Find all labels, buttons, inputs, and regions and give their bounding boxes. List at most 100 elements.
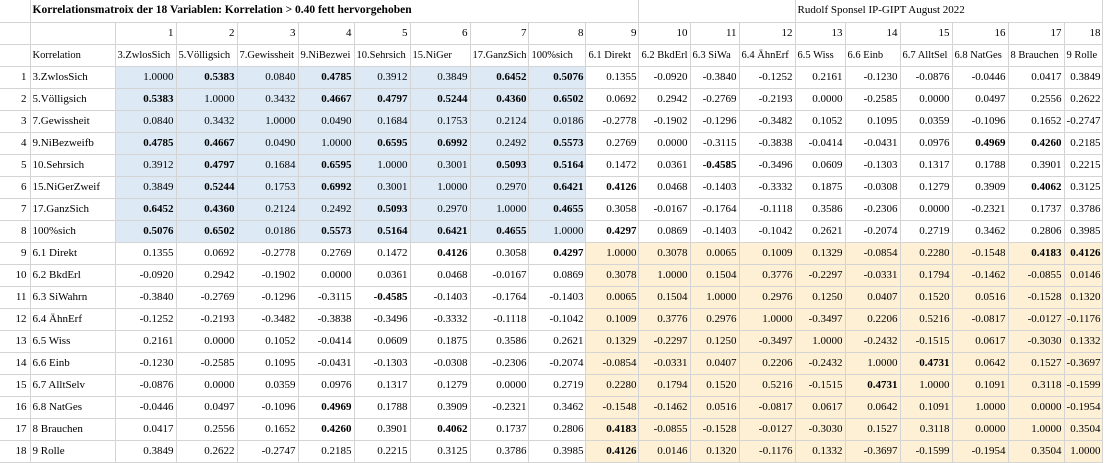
row-label[interactable]: 6.5 Wiss <box>30 330 116 353</box>
column-number[interactable]: 5 <box>354 22 411 45</box>
row-number[interactable]: 6 <box>0 176 31 199</box>
matrix-cell[interactable]: -0.3496 <box>354 308 411 331</box>
row-label[interactable]: 9.NiBezweifb <box>30 132 116 155</box>
column-header[interactable]: 10.Sehrsich <box>354 44 411 67</box>
column-number[interactable]: 13 <box>795 22 846 45</box>
matrix-cell[interactable]: 0.4667 <box>298 88 355 111</box>
matrix-cell[interactable]: 0.0065 <box>585 286 640 309</box>
matrix-cell[interactable]: 0.2976 <box>690 308 740 331</box>
matrix-cell[interactable]: 0.2124 <box>470 110 530 133</box>
matrix-cell[interactable]: 0.5216 <box>739 374 796 397</box>
matrix-cell[interactable]: -0.0855 <box>638 418 691 441</box>
matrix-cell[interactable]: 0.4260 <box>298 418 355 441</box>
column-number[interactable]: 6 <box>410 22 471 45</box>
row-label[interactable]: 6.8 NatGes <box>30 396 116 419</box>
matrix-cell[interactable]: -0.1403 <box>690 220 740 243</box>
matrix-cell[interactable]: -0.3840 <box>115 286 177 309</box>
matrix-cell[interactable]: 0.2215 <box>354 440 411 463</box>
matrix-cell[interactable]: 0.2719 <box>528 374 587 397</box>
matrix-cell[interactable]: 0.4062 <box>410 418 471 441</box>
matrix-cell[interactable]: -0.1515 <box>900 330 953 353</box>
matrix-cell[interactable]: 0.2206 <box>739 352 796 375</box>
matrix-cell[interactable]: 1.0000 <box>585 242 640 265</box>
column-header[interactable]: 9.NiBezwei <box>298 44 355 67</box>
matrix-cell[interactable]: 1.0000 <box>739 308 796 331</box>
matrix-cell[interactable]: 0.3058 <box>585 198 640 221</box>
matrix-cell[interactable]: 0.5573 <box>298 220 355 243</box>
column-number[interactable]: 17 <box>1008 22 1065 45</box>
matrix-cell[interactable]: 0.3901 <box>1008 154 1065 177</box>
matrix-cell[interactable]: 0.4969 <box>298 396 355 419</box>
matrix-cell[interactable]: 0.2556 <box>176 418 238 441</box>
matrix-cell[interactable]: 0.2161 <box>795 66 846 89</box>
matrix-cell[interactable]: 0.5383 <box>115 88 177 111</box>
matrix-cell[interactable]: 0.4126 <box>585 440 640 463</box>
matrix-cell[interactable]: 0.2124 <box>237 198 299 221</box>
matrix-cell[interactable]: 0.3985 <box>528 440 587 463</box>
matrix-cell[interactable]: -0.0446 <box>115 396 177 419</box>
matrix-cell[interactable]: 0.4062 <box>1008 176 1065 199</box>
matrix-cell[interactable]: 0.2185 <box>298 440 355 463</box>
matrix-cell[interactable]: 0.1009 <box>585 308 640 331</box>
matrix-cell[interactable]: 0.0407 <box>845 286 901 309</box>
matrix-cell[interactable]: 0.1520 <box>690 374 740 397</box>
matrix-cell[interactable]: -0.1252 <box>115 308 177 331</box>
matrix-cell[interactable]: -0.3115 <box>298 286 355 309</box>
row-label[interactable]: 6.4 ÄhnErf <box>30 308 116 331</box>
matrix-cell[interactable]: 0.1504 <box>690 264 740 287</box>
matrix-cell[interactable]: 0.2185 <box>1064 132 1104 155</box>
column-header[interactable]: 100%sich <box>528 44 587 67</box>
matrix-cell[interactable]: 0.0361 <box>638 154 691 177</box>
matrix-cell[interactable]: -0.1042 <box>528 308 587 331</box>
matrix-cell[interactable]: 0.3462 <box>528 396 587 419</box>
matrix-cell[interactable]: -0.3840 <box>690 66 740 89</box>
empty-cell[interactable] <box>30 22 116 45</box>
matrix-cell[interactable]: 0.6421 <box>410 220 471 243</box>
matrix-cell[interactable]: -0.1548 <box>585 396 640 419</box>
matrix-cell[interactable]: 0.3786 <box>1064 198 1104 221</box>
matrix-cell[interactable]: 1.0000 <box>410 176 471 199</box>
matrix-cell[interactable]: 0.0692 <box>176 242 238 265</box>
matrix-cell[interactable]: 0.1788 <box>354 396 411 419</box>
matrix-cell[interactable]: 0.4260 <box>1008 132 1065 155</box>
matrix-cell[interactable]: 0.3586 <box>795 198 846 221</box>
row-label[interactable]: 15.NiGerZweif <box>30 176 116 199</box>
matrix-cell[interactable]: 0.0692 <box>585 88 640 111</box>
matrix-cell[interactable]: -0.0431 <box>845 132 901 155</box>
matrix-cell[interactable]: 0.3078 <box>585 264 640 287</box>
corner-label[interactable]: Korrelation <box>30 44 116 67</box>
matrix-cell[interactable]: 0.2942 <box>638 88 691 111</box>
matrix-cell[interactable]: 0.3912 <box>354 66 411 89</box>
matrix-cell[interactable]: -0.1599 <box>900 440 953 463</box>
row-number[interactable]: 1 <box>0 66 31 89</box>
matrix-cell[interactable]: 0.0976 <box>900 132 953 155</box>
matrix-cell[interactable]: 0.3776 <box>739 264 796 287</box>
matrix-cell[interactable]: 0.4126 <box>410 242 471 265</box>
matrix-cell[interactable]: 0.0186 <box>528 110 587 133</box>
matrix-cell[interactable]: -0.0920 <box>115 264 177 287</box>
matrix-cell[interactable]: 0.1684 <box>237 154 299 177</box>
row-label[interactable]: 7.Gewissheit <box>30 110 116 133</box>
matrix-cell[interactable]: 0.5383 <box>176 66 238 89</box>
matrix-cell[interactable]: 0.3786 <box>470 440 530 463</box>
column-number[interactable]: 10 <box>638 22 691 45</box>
matrix-cell[interactable]: 0.1250 <box>690 330 740 353</box>
matrix-cell[interactable]: 0.2769 <box>298 242 355 265</box>
matrix-cell[interactable]: 0.1355 <box>115 242 177 265</box>
matrix-cell[interactable]: 0.2976 <box>739 286 796 309</box>
matrix-cell[interactable]: 0.2492 <box>470 132 530 155</box>
matrix-cell[interactable]: 0.4785 <box>298 66 355 89</box>
matrix-cell[interactable]: -0.0446 <box>952 66 1009 89</box>
matrix-cell[interactable]: -0.1296 <box>237 286 299 309</box>
matrix-cell[interactable]: 0.1095 <box>845 110 901 133</box>
matrix-cell[interactable]: -0.0308 <box>845 176 901 199</box>
matrix-cell[interactable]: 0.4797 <box>176 154 238 177</box>
matrix-cell[interactable]: -0.2778 <box>237 242 299 265</box>
row-number[interactable]: 9 <box>0 242 31 265</box>
matrix-cell[interactable]: 0.1091 <box>952 374 1009 397</box>
matrix-cell[interactable]: -0.1548 <box>952 242 1009 265</box>
row-label[interactable]: 17.GanzSich <box>30 198 116 221</box>
matrix-cell[interactable]: 0.3909 <box>410 396 471 419</box>
row-label[interactable]: 10.Sehrsich <box>30 154 116 177</box>
matrix-cell[interactable]: 0.4655 <box>528 198 587 221</box>
